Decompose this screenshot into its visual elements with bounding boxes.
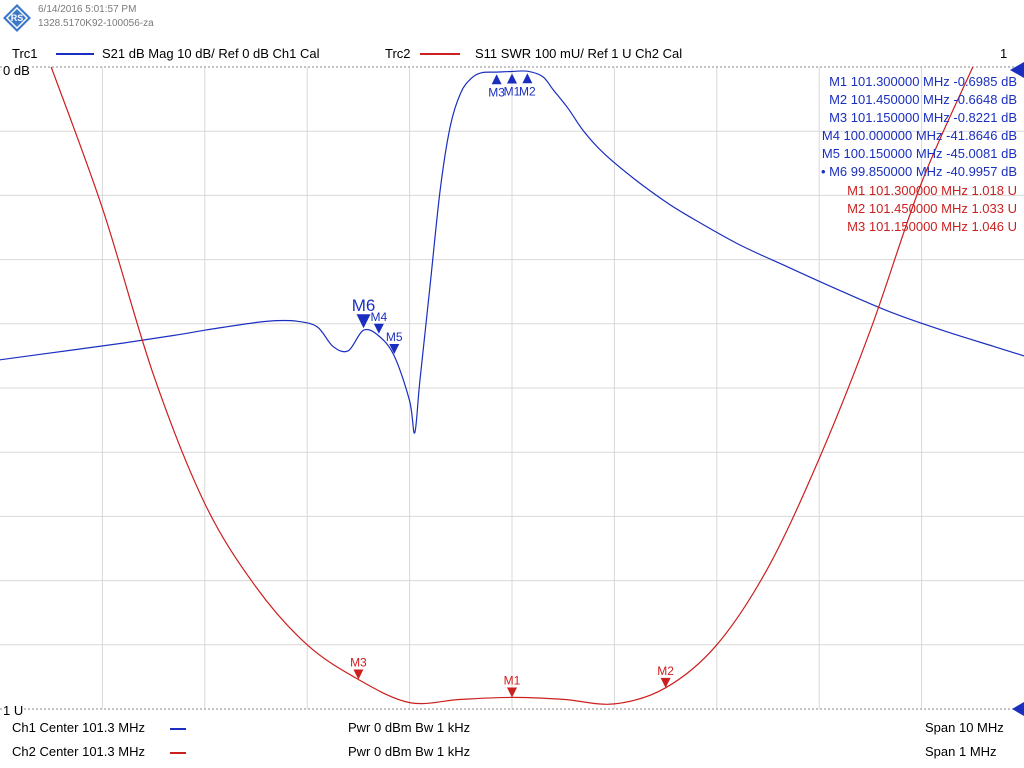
marker-readout-row[interactable]: M3 101.150000 MHz -0.8221 dB xyxy=(829,110,1017,125)
marker-label-m2: M2 xyxy=(519,84,536,98)
marker-readout-row[interactable]: M3 101.150000 MHz 1.046 U xyxy=(847,219,1017,234)
ch2-swatch xyxy=(170,752,186,754)
rohde-schwarz-logo-icon: RS xyxy=(3,4,31,32)
trace-s21 xyxy=(0,70,1024,434)
marker-readout-row[interactable]: M5 100.150000 MHz -45.0081 dB xyxy=(821,146,1017,161)
trc2-ref-arrow-icon xyxy=(1012,702,1024,716)
trc2-label[interactable]: Trc2 xyxy=(385,46,411,61)
ch1-center[interactable]: Ch1 Center 101.3 MHz xyxy=(12,720,145,735)
ch2-center[interactable]: Ch2 Center 101.3 MHz xyxy=(12,744,145,759)
svg-text:RS: RS xyxy=(11,13,24,23)
marker-label-m3: M3 xyxy=(350,655,367,669)
ch1-power-bw[interactable]: Pwr 0 dBm Bw 1 kHz xyxy=(348,720,471,735)
trc1-description[interactable]: S21 dB Mag 10 dB/ Ref 0 dB Ch1 Cal xyxy=(102,46,320,61)
marker-triangle-m2 xyxy=(660,677,671,688)
marker-label-m2: M2 xyxy=(657,664,674,678)
trace-s11 xyxy=(50,66,974,705)
marker-triangle-m2 xyxy=(522,73,533,84)
serial-number: 1328.5170K92-100056-za xyxy=(38,18,154,29)
marker-readout-row[interactable]: • M6 99.850000 MHz -40.9957 dB xyxy=(820,164,1017,179)
ch2-span[interactable]: Span 1 MHz xyxy=(925,744,997,759)
marker-triangle-m3 xyxy=(353,669,364,680)
ch2-power-bw[interactable]: Pwr 0 dBm Bw 1 kHz xyxy=(348,744,471,759)
trc1-ref-arrow-icon xyxy=(1010,62,1024,78)
trc2-swatch xyxy=(420,53,460,55)
marker-readout-row[interactable]: M1 101.300000 MHz -0.6985 dB xyxy=(829,74,1017,89)
trc2-description[interactable]: S11 SWR 100 mU/ Ref 1 U Ch2 Cal xyxy=(475,46,683,61)
trc1-label[interactable]: Trc1 xyxy=(12,46,38,61)
marker-label-m4: M4 xyxy=(371,310,388,324)
trc1-swatch xyxy=(56,53,94,55)
marker-triangle-m5 xyxy=(389,343,400,354)
ch1-swatch xyxy=(170,728,186,730)
ch1-span[interactable]: Span 10 MHz xyxy=(925,720,1004,735)
marker-label-m3: M3 xyxy=(488,85,505,99)
grid xyxy=(0,67,1024,709)
marker-readout-row[interactable]: M2 101.450000 MHz 1.033 U xyxy=(847,201,1017,216)
marker-triangle-m1 xyxy=(507,73,517,84)
marker-readout-row[interactable]: M1 101.300000 MHz 1.018 U xyxy=(847,183,1017,198)
ref-label-bottom: 1 U xyxy=(3,703,24,718)
marker-label-m6: M6 xyxy=(352,296,376,315)
marker-readout-row[interactable]: M2 101.450000 MHz -0.6648 dB xyxy=(829,92,1017,107)
marker-triangle-m4 xyxy=(373,323,384,334)
window-number: 1 xyxy=(1000,46,1008,61)
marker-label-m1: M1 xyxy=(504,84,521,98)
marker-triangle-m1 xyxy=(507,687,517,698)
ref-label-top: 0 dB xyxy=(3,63,30,78)
marker-readout-row[interactable]: M4 100.000000 MHz -41.8646 dB xyxy=(821,128,1017,143)
timestamp: 6/14/2016 5:01:57 PM xyxy=(38,4,137,15)
marker-triangle-m6 xyxy=(356,314,371,329)
marker-label-m5: M5 xyxy=(386,330,403,344)
marker-label-m1: M1 xyxy=(504,673,521,687)
marker-triangle-m3 xyxy=(491,74,502,85)
